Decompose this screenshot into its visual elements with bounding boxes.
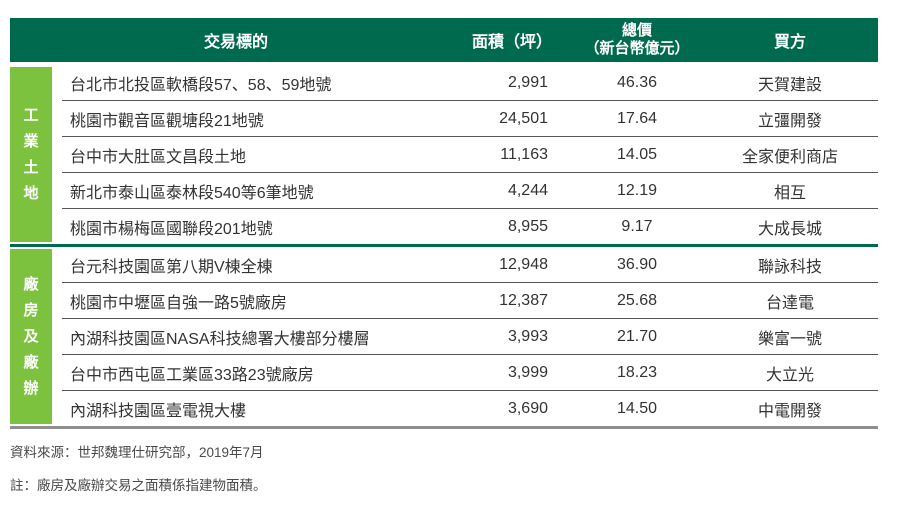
- subject-cell: 內湖科技園區NASA科技總署大樓部分樓層: [70, 330, 370, 348]
- group-rows: 台北市北投區軟橋段57、58、59地號 2,991 46.36 天賀建設桃園市觀音區觀…: [62, 65, 878, 244]
- buyer-cell: 聯詠科技: [757, 258, 822, 276]
- table-header-row: 交易標的 面積（坪） 總價 （新台幣億元） 買方: [10, 18, 878, 62]
- table-body: 工業土地台北市北投區軟橋段57、58、59地號 2,991 46.36 天賀建設 桃園市…: [10, 65, 878, 426]
- category-char: 廠: [23, 353, 39, 371]
- price-cell: 17.64: [616, 109, 658, 127]
- transactions-table: 交易標的 面積（坪） 總價 （新台幣億元） 買方 工業土地台北市北投區軟橋段57…: [10, 18, 878, 429]
- category-char: 房: [23, 301, 39, 319]
- table-row: 台北市北投區軟橋段57、58、59地號 2,991 46.36 天賀建設: [62, 65, 878, 100]
- price-cell: 14.05: [616, 145, 658, 163]
- subject-cell: 新北市泰山區泰林段540等6筆地號: [70, 184, 314, 202]
- price-cell: 18.23: [616, 363, 658, 381]
- price-cell: 46.36: [616, 73, 658, 91]
- category-char: 及: [23, 327, 39, 345]
- category-char: 業: [23, 132, 39, 150]
- subject-cell: 台中市西屯區工業區33路23號廠房: [70, 366, 314, 384]
- category-char: 土: [23, 158, 39, 176]
- area-cell: 12,948: [499, 255, 548, 273]
- subject-cell: 台北市北投區軟橋段57、58、59地號: [70, 76, 332, 94]
- table-group: 工業土地台北市北投區軟橋段57、58、59地號 2,991 46.36 天賀建設 桃園市…: [10, 65, 878, 244]
- price-cell: 25.68: [616, 291, 658, 309]
- price-cell: 21.70: [616, 327, 658, 345]
- table-row: 桃園市觀音區觀塘段21地號 24,501 17.64 立彊開發: [62, 100, 878, 136]
- table-row: 台中市大肚區文昌段土地 11,163 14.05 全家便利商店: [62, 136, 878, 172]
- buyer-cell: 全家便利商店: [741, 148, 838, 166]
- area-cell: 24,501: [499, 109, 548, 127]
- source-note: 資料來源：世邦魏理仕研究部，2019年7月: [10, 445, 264, 460]
- buyer-cell: 天賀建設: [757, 76, 822, 94]
- price-cell: 12.19: [616, 181, 658, 199]
- category-char: 辦: [23, 379, 39, 397]
- table-row: 內湖科技園區壹電視大樓 3,690 14.50 中電開發: [62, 390, 878, 426]
- buyer-cell: 大立光: [765, 366, 814, 384]
- buyer-cell: 樂富一號: [757, 330, 822, 348]
- table-row: 台元科技園區第八期V棟全棟 12,948 36.90 聯詠科技: [62, 247, 878, 282]
- subject-cell: 台元科技園區第八期V棟全棟: [70, 258, 273, 276]
- price-cell: 14.50: [616, 399, 658, 417]
- col-header-buyer: 買方: [773, 34, 806, 51]
- area-cell: 8,955: [507, 217, 548, 235]
- table-row: 台中市西屯區工業區33路23號廠房 3,999 18.23 大立光: [62, 354, 878, 390]
- area-cell: 11,163: [500, 145, 548, 163]
- subject-cell: 桃園市楊梅區國聯段201地號: [70, 220, 273, 238]
- area-cell: 4,244: [507, 181, 548, 199]
- category-char: 工: [23, 106, 39, 124]
- subject-cell: 內湖科技園區壹電視大樓: [70, 402, 247, 420]
- table-row: 新北市泰山區泰林段540等6筆地號 4,244 12.19 相互: [62, 172, 878, 208]
- col-header-price: 總價 （新台幣億元）: [562, 22, 712, 58]
- category-label: 工業土地: [10, 67, 52, 242]
- category-label: 廠房及廠辦: [10, 249, 52, 424]
- buyer-cell: 中電開發: [757, 402, 822, 420]
- area-cell: 12,387: [499, 291, 548, 309]
- subject-cell: 桃園市中壢區自強一路5號廠房: [70, 294, 287, 312]
- col-header-subject: 交易標的: [203, 34, 268, 51]
- col-header-price-line2: （新台幣億元）: [584, 40, 690, 57]
- category-char: 廠: [23, 275, 39, 293]
- area-note: 註：廠房及廠辦交易之面積係指建物面積。: [10, 478, 267, 493]
- table-bottom-line: [10, 426, 878, 429]
- table-group: 廠房及廠辦台元科技園區第八期V棟全棟 12,948 36.90 聯詠科技 桃園市中壢區自…: [10, 247, 878, 426]
- buyer-cell: 大成長城: [757, 220, 822, 238]
- category-char: 地: [23, 184, 39, 202]
- price-cell: 9.17: [621, 217, 653, 235]
- area-cell: 2,991: [507, 73, 548, 91]
- table-footer: 資料來源：世邦魏理仕研究部，2019年7月 註：廠房及廠辦交易之面積係指建物面積…: [10, 441, 267, 507]
- col-header-area: 面積（坪）: [471, 34, 552, 51]
- area-cell: 3,993: [507, 327, 548, 345]
- subject-cell: 桃園市觀音區觀塘段21地號: [70, 112, 264, 130]
- area-cell: 3,999: [507, 363, 548, 381]
- buyer-cell: 相互: [773, 184, 806, 202]
- group-rows: 台元科技園區第八期V棟全棟 12,948 36.90 聯詠科技桃園市中壢區自強一路5號…: [62, 247, 878, 426]
- buyer-cell: 立彊開發: [757, 112, 822, 130]
- subject-cell: 台中市大肚區文昌段土地: [70, 148, 247, 166]
- col-header-price-line1: 總價: [621, 22, 652, 39]
- price-cell: 36.90: [616, 255, 658, 273]
- buyer-cell: 台達電: [765, 294, 814, 312]
- table-row: 桃園市楊梅區國聯段201地號 8,955 9.17 大成長城: [62, 208, 878, 244]
- table-row: 內湖科技園區NASA科技總署大樓部分樓層 3,993 21.70 樂富一號: [62, 318, 878, 354]
- area-cell: 3,690: [507, 399, 548, 417]
- table-row: 桃園市中壢區自強一路5號廠房 12,387 25.68 台達電: [62, 282, 878, 318]
- section-divider: [10, 244, 878, 247]
